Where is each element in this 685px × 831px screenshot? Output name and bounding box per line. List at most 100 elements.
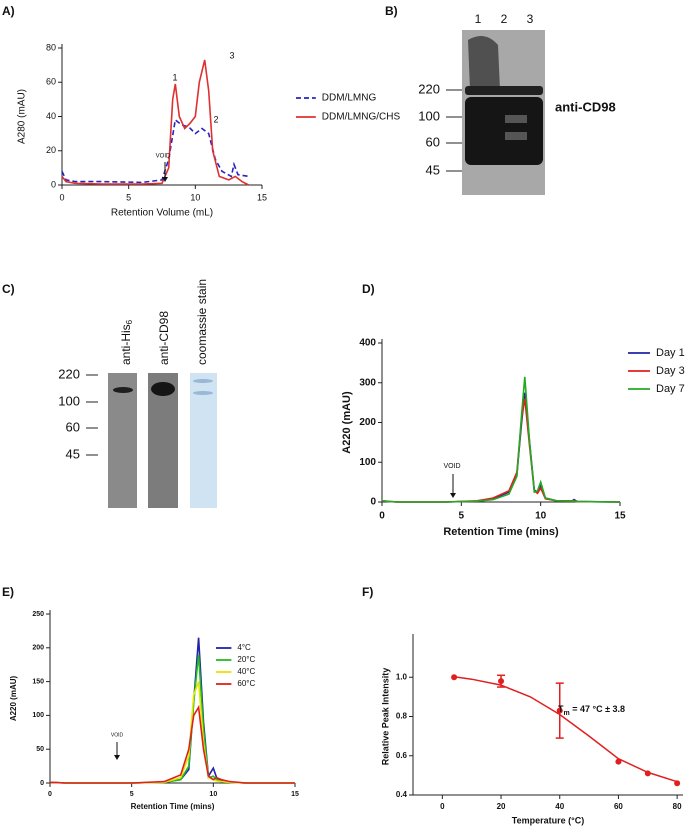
- tm-value: = 47 °C ± 3.8: [570, 704, 625, 714]
- series-line: [381, 398, 621, 503]
- legend-label: 40°C: [237, 667, 255, 676]
- x-tick-label: 5: [459, 511, 465, 522]
- legend-label: Day 3: [656, 365, 685, 377]
- x-tick-label: 10: [190, 192, 200, 202]
- data-point: [451, 674, 458, 681]
- x-tick-label: 0: [59, 192, 64, 202]
- panel-label: F): [362, 585, 373, 599]
- y-tick-label: 0: [40, 780, 44, 787]
- x-tick-label: 40: [555, 802, 564, 811]
- legend-label: DDM/LMNG/CHS: [322, 112, 401, 123]
- series-line: [381, 392, 621, 503]
- peak-label: 2: [213, 114, 218, 124]
- y-tick-label: 200: [32, 645, 44, 652]
- y-tick-label: 40: [46, 111, 56, 121]
- void-arrowhead: [450, 493, 456, 498]
- panel-label: E): [2, 585, 14, 599]
- void-label: VOID: [156, 154, 171, 160]
- antibody-label: anti-CD98: [555, 99, 616, 114]
- marker-label: 220: [418, 81, 440, 96]
- y-axis-title: A220 (mAU): [9, 675, 18, 721]
- blot-band: [113, 387, 133, 393]
- series-line: [61, 118, 249, 184]
- blot-strip: [108, 373, 137, 508]
- data-point: [615, 758, 622, 765]
- legend-label: Day 1: [656, 347, 685, 359]
- blot-band: [465, 97, 543, 165]
- x-axis-title: Retention Volume (mL): [111, 208, 213, 219]
- data-point: [498, 678, 505, 685]
- marker-label: 60: [66, 419, 80, 434]
- blot-band: [193, 379, 213, 383]
- marker-label: 45: [66, 446, 80, 461]
- panel-label: B): [385, 4, 398, 18]
- lane-label-text: coomassie stain: [195, 279, 209, 365]
- y-tick-label: 50: [36, 746, 44, 753]
- legend-label: 4°C: [237, 643, 251, 652]
- lane-label: 3: [527, 12, 534, 26]
- series-line: [49, 637, 295, 784]
- y-tick-label: 100: [32, 712, 44, 719]
- tm-subscript: m: [564, 710, 570, 717]
- y-tick-label: 150: [32, 678, 44, 685]
- y-tick-label: 0: [370, 497, 376, 508]
- series-line: [381, 376, 621, 503]
- blot-band: [505, 132, 527, 140]
- y-tick-label: 400: [359, 338, 376, 349]
- void-arrowhead: [114, 755, 120, 760]
- y-tick-label: 0.4: [396, 790, 408, 799]
- lane-label-text: anti-His: [119, 324, 133, 365]
- legend-label: 20°C: [237, 655, 255, 664]
- void-label: VOID: [443, 463, 460, 470]
- y-tick-label: 80: [46, 42, 56, 52]
- x-tick-label: 20: [497, 802, 506, 811]
- x-tick-label: 0: [379, 511, 385, 522]
- x-axis-title: Retention Time (mins): [131, 802, 215, 811]
- lane-label-subscript: 6: [125, 319, 134, 324]
- x-axis-title: Temperature (°C): [512, 815, 584, 825]
- legend-label: 60°C: [237, 679, 255, 688]
- y-tick-label: 1.0: [396, 672, 408, 681]
- marker-label: 220: [58, 366, 80, 381]
- marker-label: 100: [418, 108, 440, 123]
- y-tick-label: 0: [51, 179, 56, 189]
- marker-label: 100: [58, 393, 80, 408]
- marker-label: 60: [426, 134, 440, 149]
- x-tick-label: 10: [209, 791, 217, 798]
- panel-label: A): [2, 4, 15, 18]
- x-tick-label: 5: [130, 791, 134, 798]
- y-tick-label: 0.8: [396, 712, 408, 721]
- x-tick-label: 5: [126, 192, 131, 202]
- series-line: [49, 704, 295, 784]
- y-axis-title: A280 (mAU): [17, 89, 28, 144]
- series-line: [49, 681, 295, 784]
- panel-label: C): [2, 282, 15, 296]
- data-point: [674, 780, 681, 787]
- y-tick-label: 0.6: [396, 751, 408, 760]
- void-label: VOID: [111, 732, 124, 738]
- x-tick-label: 15: [614, 511, 626, 522]
- panel-label: D): [362, 282, 375, 296]
- blot-band: [465, 86, 543, 95]
- data-point: [556, 707, 563, 714]
- series-line: [61, 59, 250, 186]
- legend-label: Day 7: [656, 383, 685, 395]
- x-tick-label: 15: [291, 791, 299, 798]
- lane-label: coomassie stain: [195, 279, 209, 365]
- tm-symbol: T: [558, 704, 564, 714]
- blot-smear: [468, 36, 500, 90]
- y-axis-title: A220 (mAU): [341, 391, 353, 454]
- lane-label: 2: [501, 12, 508, 26]
- blot-band: [505, 115, 527, 123]
- lane-label: anti-His6: [119, 319, 134, 365]
- x-axis-title: Retention Time (mins): [443, 526, 559, 538]
- peak-label: 3: [229, 50, 234, 60]
- lane-label-text: anti-CD98: [157, 311, 171, 365]
- peak-label: 1: [172, 72, 177, 82]
- void-arrowhead: [162, 177, 168, 182]
- y-tick-label: 60: [46, 77, 56, 87]
- blot-band: [193, 391, 213, 395]
- x-tick-label: 0: [440, 802, 445, 811]
- blot-strip: [190, 373, 217, 508]
